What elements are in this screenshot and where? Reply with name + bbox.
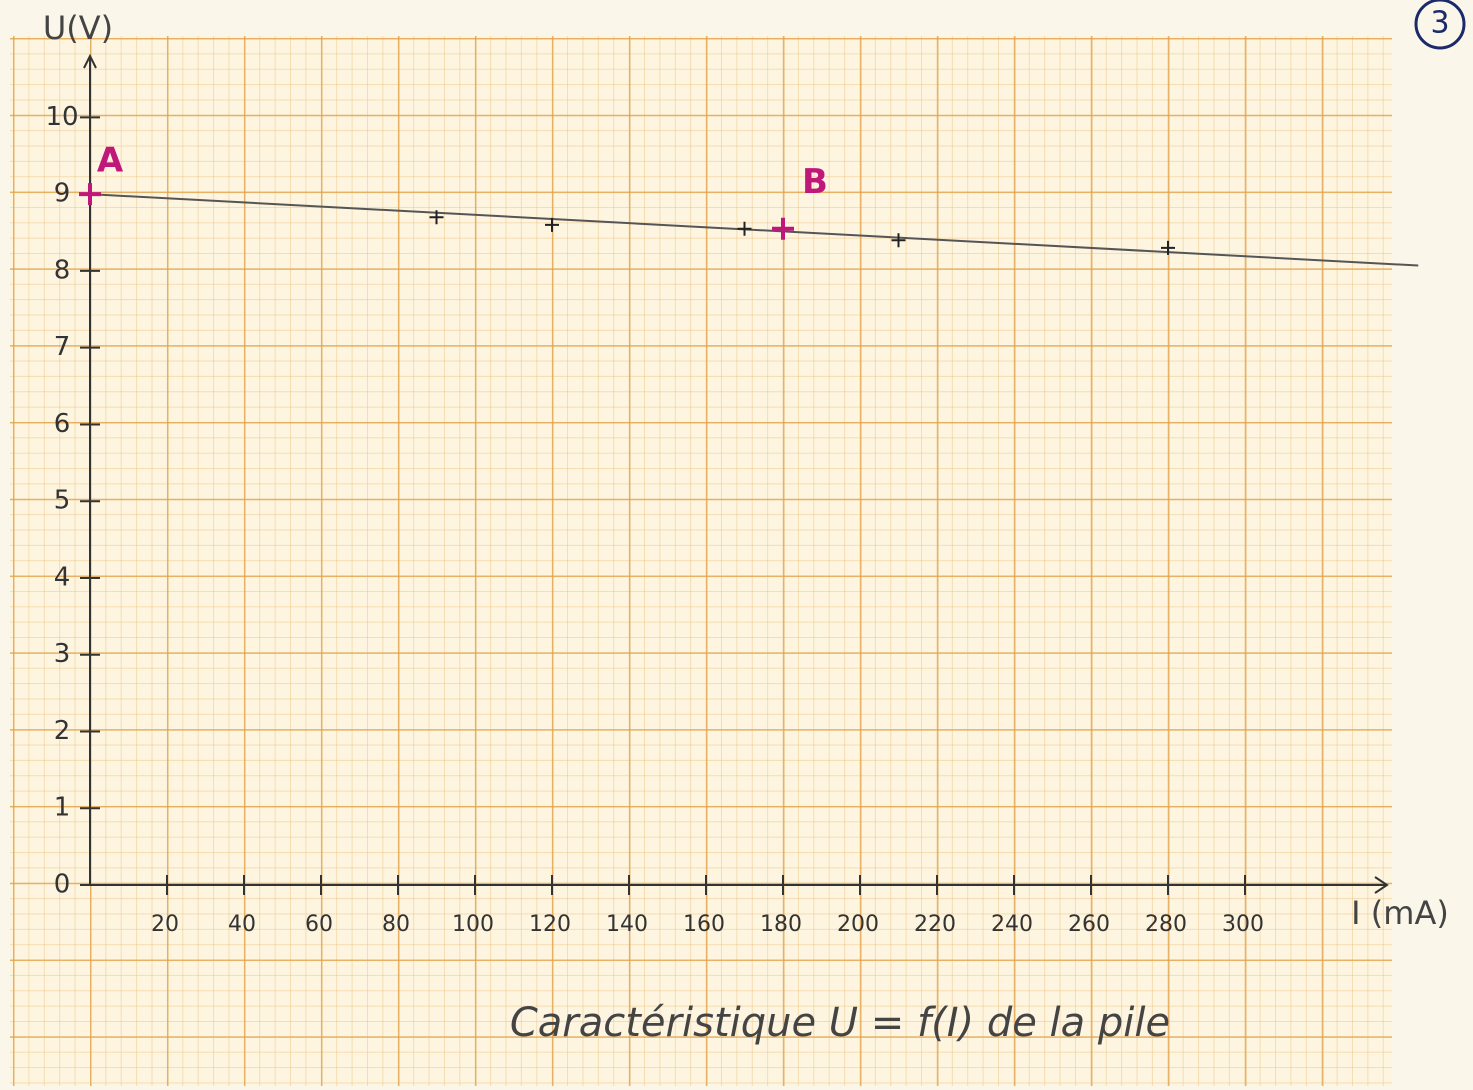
x-tick-label: 80 <box>382 912 410 937</box>
chart-title: Caractéristique U = f(I) de la pile <box>510 1000 1170 1046</box>
x-tick-label: 220 <box>914 912 956 937</box>
y-tick-label: 4 <box>54 562 71 592</box>
x-tick-label: 240 <box>991 912 1033 937</box>
y-tick-label: 7 <box>54 332 71 362</box>
page-number: 3 <box>1430 6 1449 41</box>
x-tick-label: 140 <box>606 912 648 937</box>
point-label: B <box>802 162 828 202</box>
y-tick-label: 8 <box>54 255 71 285</box>
x-tick-label: 160 <box>683 912 725 937</box>
y-tick-label: 2 <box>54 716 71 746</box>
y-tick-label: 9 <box>54 179 71 209</box>
x-tick-label: 60 <box>305 912 333 937</box>
y-tick-label: 6 <box>54 409 71 439</box>
x-tick-label: 120 <box>529 912 571 937</box>
x-tick-label: 200 <box>837 912 879 937</box>
x-tick-label: 260 <box>1068 912 1110 937</box>
x-axis-label: I (mA) <box>1351 894 1449 932</box>
data-point <box>892 233 906 247</box>
data-point <box>772 218 794 240</box>
y-tick-label: 3 <box>54 639 71 669</box>
point-label: A <box>97 141 124 181</box>
x-tick-label: 20 <box>151 912 179 937</box>
page: 3 U(V) I (mA) Caractéristique U = f(I) d… <box>0 0 1473 1090</box>
data-point <box>79 183 101 205</box>
y-tick-label: 5 <box>54 486 71 516</box>
x-tick-label: 300 <box>1222 912 1264 937</box>
x-tick-label: 280 <box>1145 912 1187 937</box>
data-point <box>738 222 752 236</box>
chart: 3 U(V) I (mA) Caractéristique U = f(I) d… <box>0 0 1473 1090</box>
x-tick-label: 100 <box>452 912 494 937</box>
x-tick-label: 180 <box>760 912 802 937</box>
fit-line <box>90 194 1418 265</box>
y-tick-label: 10 <box>45 102 78 132</box>
y-tick-label: 0 <box>54 870 71 900</box>
x-tick-label: 40 <box>228 912 256 937</box>
y-axis-label: U(V) <box>43 9 113 47</box>
y-tick-label: 1 <box>54 793 71 823</box>
